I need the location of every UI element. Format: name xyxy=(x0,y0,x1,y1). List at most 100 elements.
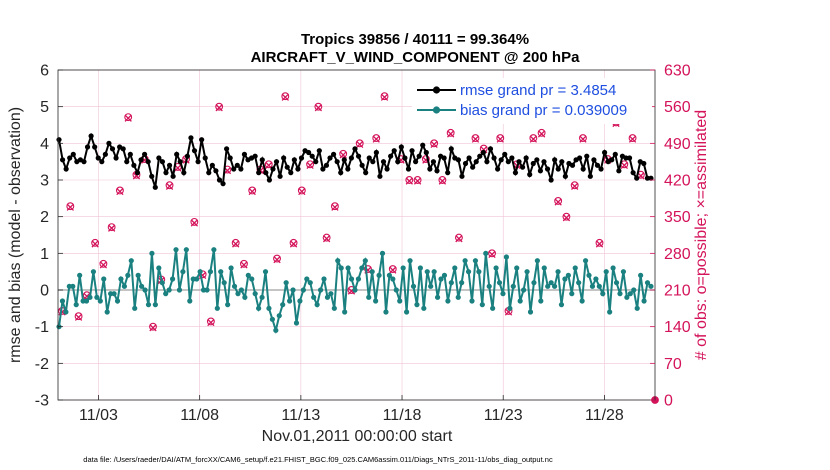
obs-x-stroke xyxy=(91,240,99,248)
rmse-point xyxy=(181,170,187,176)
bias-point xyxy=(531,280,537,286)
y-axis-label: rmse and bias (model - observation) xyxy=(7,107,24,363)
obs-x-stroke xyxy=(438,177,447,185)
obs-x-stroke xyxy=(298,187,306,196)
rmse-point xyxy=(234,162,240,168)
bias-point xyxy=(235,291,241,297)
bias-point xyxy=(324,294,331,300)
obs-x-stroke xyxy=(405,177,413,185)
bias-point xyxy=(555,269,561,275)
obs-assimilated-marker xyxy=(66,203,74,211)
rmse-point xyxy=(359,162,365,168)
obs-x-stroke xyxy=(455,235,463,243)
obs-x-stroke xyxy=(149,324,157,332)
y2-axis-label: # of obs: o=possible; ×=assimilated xyxy=(693,110,710,360)
x-tick-label: 11/13 xyxy=(281,407,320,424)
rmse-point xyxy=(584,153,590,159)
bias-point xyxy=(524,269,530,275)
obs-x-stroke xyxy=(430,140,438,149)
rmse-point xyxy=(523,155,529,161)
bias-point xyxy=(393,287,399,293)
bias-point xyxy=(328,291,334,297)
y2-tick-label: 490 xyxy=(664,136,691,153)
obs-assimilated-marker xyxy=(215,104,223,112)
rmse-point xyxy=(67,155,73,161)
bias-point xyxy=(145,302,152,308)
rmse-point xyxy=(530,160,536,167)
bias-point xyxy=(238,287,245,293)
rmse-point xyxy=(634,175,640,181)
rmse-point xyxy=(502,151,508,157)
y-tick-label: 6 xyxy=(40,63,49,80)
x-axis-label: Nov.01,2011 00:00:00 start xyxy=(262,428,453,445)
bias-point xyxy=(417,265,423,271)
rmse-point xyxy=(366,155,372,161)
obs-x-stroke xyxy=(413,177,422,185)
bias-point xyxy=(211,247,217,253)
bias-point xyxy=(496,280,503,286)
obs-possible-marker xyxy=(281,92,290,101)
rmse-point xyxy=(355,153,362,159)
rmse-point xyxy=(598,166,604,172)
bias-point xyxy=(548,280,554,286)
rmse-point xyxy=(552,157,558,163)
bias-point xyxy=(321,276,327,282)
rmse-point xyxy=(109,146,116,152)
rmse-point xyxy=(616,168,622,174)
chart-title-line1: Tropics 39856 / 40111 = 99.364% xyxy=(301,31,529,48)
obs-assimilated-marker xyxy=(306,161,314,169)
obs-x-stroke xyxy=(339,151,347,159)
obs-possible-marker xyxy=(115,186,124,195)
rmse-point xyxy=(59,157,66,163)
rmse-point xyxy=(63,166,69,172)
obs-assimilated-marker xyxy=(380,93,389,101)
rmse-point xyxy=(466,155,472,161)
obs-possible-marker xyxy=(264,160,273,169)
obs-x-stroke xyxy=(165,182,174,190)
obs-assimilated-marker xyxy=(488,250,496,259)
bias-point xyxy=(273,327,279,333)
rmse-point xyxy=(166,162,173,168)
rmse-point xyxy=(206,170,212,176)
rmse-point xyxy=(56,137,62,143)
rmse-series xyxy=(56,132,654,190)
y2-tick-label: 630 xyxy=(664,63,691,80)
bias-point xyxy=(428,283,434,289)
obs-assimilated-marker xyxy=(562,214,571,222)
obs-assimilated-marker xyxy=(579,135,587,143)
rmse-point xyxy=(541,159,547,165)
obs-x-stroke xyxy=(215,104,223,112)
bias-point xyxy=(373,298,379,304)
bias-point xyxy=(376,272,382,278)
bias-point xyxy=(410,283,417,289)
rmse-point xyxy=(395,159,401,165)
rmse-point xyxy=(174,151,180,157)
y2-tick-label: 140 xyxy=(664,319,691,336)
rmse-point xyxy=(413,159,419,165)
obs-possible-marker xyxy=(66,202,75,211)
rmse-point xyxy=(462,160,469,167)
obs-possible-marker xyxy=(405,176,414,184)
rmse-point xyxy=(202,155,208,161)
rmse-point xyxy=(345,166,351,172)
rmse-point xyxy=(409,148,415,154)
rmse-point xyxy=(580,166,586,172)
right-axis-ticks: 0 70 140 210 280 350 420 490 560 630 xyxy=(650,63,691,410)
obs-assimilated-marker xyxy=(190,219,199,227)
rmse-point xyxy=(505,159,511,165)
bias-point xyxy=(152,302,158,308)
y-tick-label: 4 xyxy=(40,136,49,153)
rmse-point xyxy=(199,137,205,143)
obs-assimilated-marker xyxy=(571,182,579,190)
obs-possible-marker xyxy=(322,233,331,242)
bias-point xyxy=(114,298,121,304)
rmse-point xyxy=(348,155,355,161)
rmse-point xyxy=(641,160,647,167)
obs-x-stroke xyxy=(595,240,604,248)
rmse-point xyxy=(648,175,654,181)
obs-possible-marker xyxy=(91,238,100,247)
obs-assimilated-marker xyxy=(248,187,256,196)
rmse-point xyxy=(266,177,273,183)
bias-point xyxy=(59,298,66,304)
obs-x-stroke xyxy=(579,135,587,143)
